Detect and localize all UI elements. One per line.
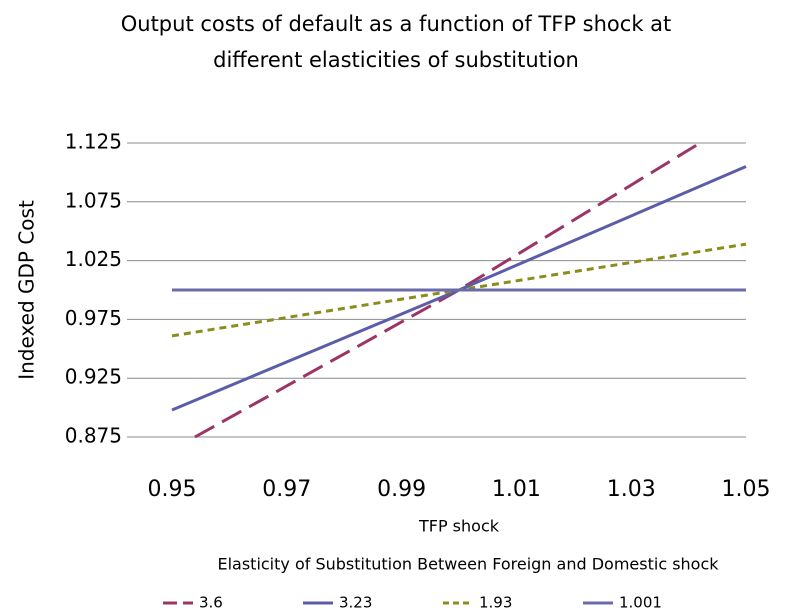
x-tick-label: 0.95: [148, 477, 197, 502]
y-tick-label: 0.925: [65, 365, 122, 389]
legend-title: Elasticity of Substitution Between Forei…: [217, 555, 719, 574]
legend-label: 3.23: [339, 594, 372, 612]
series-line: [171, 165, 747, 412]
x-tick-label: 0.99: [377, 477, 426, 502]
legend-label: 1.001: [619, 594, 662, 612]
legend-label: 1.93: [479, 594, 512, 612]
y-tick-label: 1.025: [65, 247, 122, 271]
y-tick-label: 1.075: [65, 188, 122, 212]
chart-title: Output costs of default as a function of…: [120, 12, 672, 72]
x-tick-label: 0.97: [262, 477, 311, 502]
y-axis-label: Indexed GDP Cost: [15, 200, 39, 380]
x-tick-label: 1.01: [492, 477, 541, 502]
legend-label: 3.6: [199, 594, 223, 612]
y-tick-label: 1.125: [65, 130, 122, 154]
x-tick-label: 1.05: [722, 477, 771, 502]
y-tick-label: 0.875: [65, 424, 122, 448]
x-axis-label: TFP shock: [418, 517, 500, 536]
x-tick-label: 1.03: [607, 477, 656, 502]
y-tick-label: 0.975: [65, 306, 122, 330]
series-line: [194, 141, 701, 439]
